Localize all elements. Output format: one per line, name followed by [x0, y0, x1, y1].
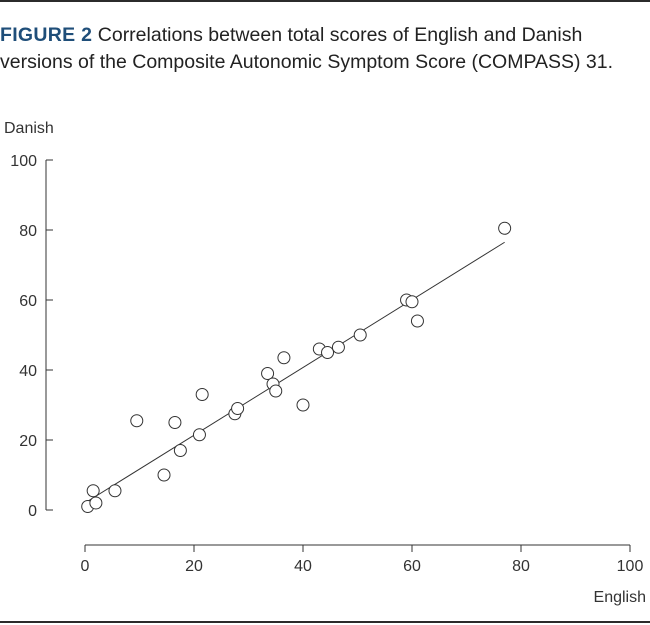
y-tick-label: 100 [10, 153, 37, 170]
y-tick-label: 80 [19, 223, 37, 240]
data-point [321, 346, 335, 359]
x-tick-label: 40 [294, 558, 312, 575]
trend-line [87, 241, 505, 502]
figure-label: FIGURE 2 [0, 24, 93, 46]
data-point [498, 221, 512, 235]
x-tick-label: 20 [185, 558, 203, 575]
data-point [108, 484, 122, 498]
data-point [261, 367, 275, 380]
data-point [353, 328, 367, 342]
y-tick-label: 20 [19, 433, 37, 450]
y-tick-label: 0 [28, 503, 37, 520]
x-axis-label: English [594, 589, 646, 606]
data-point [277, 351, 291, 365]
data-point [410, 314, 424, 328]
bottom-rule [0, 621, 650, 623]
y-tick-label: 40 [19, 363, 37, 380]
data-point [89, 496, 103, 510]
figure-caption: FIGURE 2 Correlations between total scor… [0, 22, 630, 76]
data-point [86, 484, 100, 498]
x-tick-label: 0 [81, 558, 90, 575]
data-point [173, 444, 187, 457]
data-point [331, 340, 345, 354]
data-point [296, 398, 310, 412]
x-tick-label: 60 [403, 558, 421, 575]
figure-caption-text: Correlations between total scores of Eng… [0, 24, 614, 73]
x-tick-label: 80 [512, 558, 530, 575]
top-rule [0, 0, 650, 2]
data-point [130, 414, 144, 428]
data-point [231, 402, 245, 415]
data-point [195, 388, 209, 401]
data-point [192, 428, 206, 442]
y-axis-label: Danish [4, 120, 54, 137]
data-point [168, 416, 182, 429]
x-tick-label: 100 [617, 558, 644, 575]
data-point [405, 295, 419, 309]
data-point [157, 468, 171, 482]
y-tick-label: 60 [19, 293, 37, 310]
data-point [269, 384, 283, 398]
